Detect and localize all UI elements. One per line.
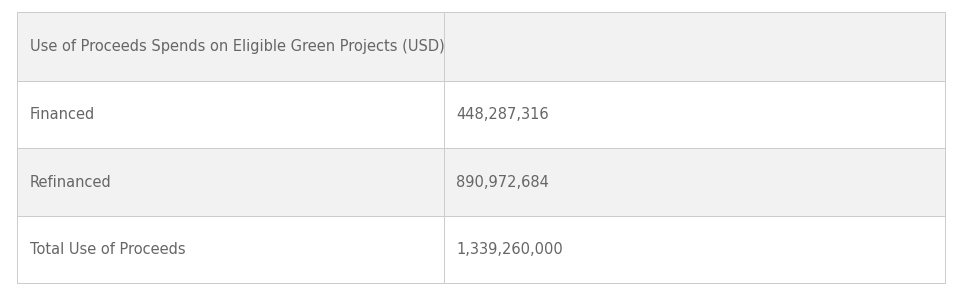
Text: Refinanced: Refinanced [30, 175, 111, 190]
Text: 890,972,684: 890,972,684 [456, 175, 549, 190]
Text: Financed: Financed [30, 107, 95, 122]
Text: Use of Proceeds Spends on Eligible Green Projects (USD): Use of Proceeds Spends on Eligible Green… [30, 39, 444, 54]
Bar [17, 12, 944, 81]
Text: 1,339,260,000: 1,339,260,000 [456, 242, 562, 257]
Bar [17, 216, 944, 283]
Text: Total Use of Proceeds: Total Use of Proceeds [30, 242, 185, 257]
Bar [17, 148, 944, 216]
Text: 448,287,316: 448,287,316 [456, 107, 549, 122]
Bar [17, 81, 944, 148]
